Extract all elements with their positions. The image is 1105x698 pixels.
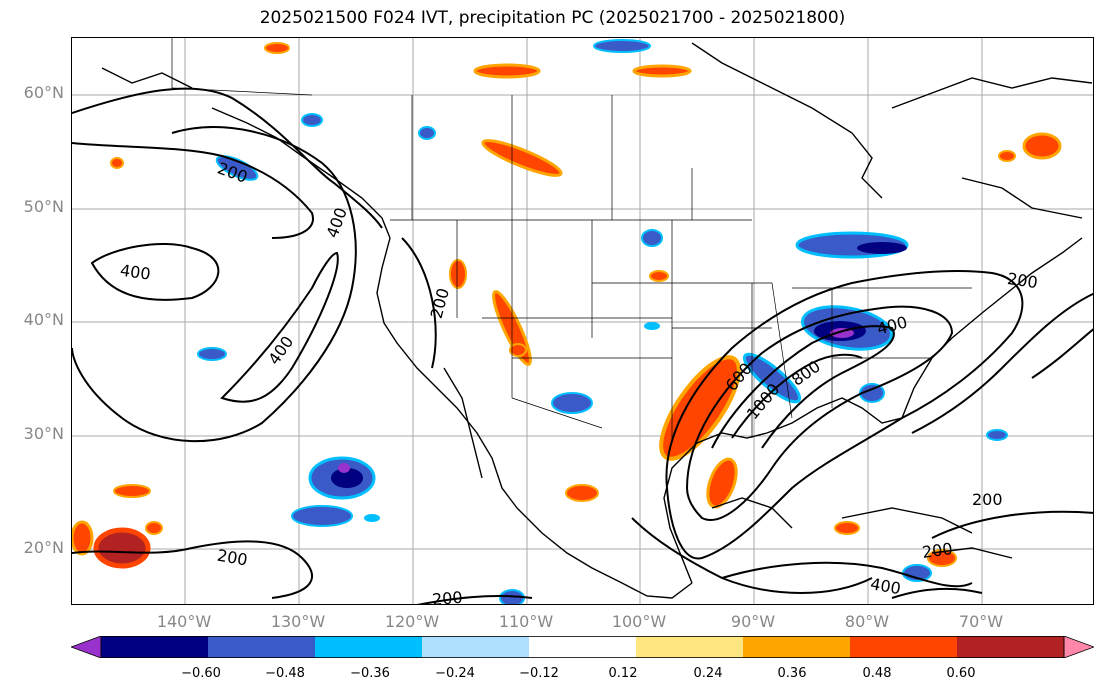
- precip-positive-patch: [449, 259, 467, 289]
- colorbar-outline: [100, 636, 1065, 658]
- contour-label: 200: [921, 539, 954, 562]
- colorbar-label: −0.60: [181, 666, 221, 681]
- colorbar-cell: [850, 636, 957, 658]
- colorbar-cell: [101, 636, 208, 658]
- lat-label-60n: 60°N: [23, 83, 64, 102]
- colorbar-label: −0.12: [519, 666, 559, 681]
- precip-positive-patch: [649, 270, 669, 282]
- precip-positive-patch: [473, 63, 541, 79]
- contour-label: 200: [972, 490, 1003, 509]
- graticule: [72, 38, 1093, 604]
- lon-label-120w: 120°W: [384, 612, 440, 631]
- contour-label: 400: [264, 332, 297, 368]
- colorbar-cell: [422, 636, 529, 658]
- lat-label-30n: 30°N: [23, 424, 64, 443]
- precip-negative-patch: [593, 39, 651, 53]
- precip-positive-patch: [834, 521, 860, 535]
- lon-label-140w: 140°W: [156, 612, 212, 631]
- precip-negative-patch: [418, 126, 436, 140]
- colorbar-cell: [636, 636, 743, 658]
- lat-label-50n: 50°N: [23, 197, 64, 216]
- precip-negative-patch: [857, 242, 907, 254]
- lon-label-110w: 110°W: [498, 612, 554, 631]
- precip-positive-patch: [565, 484, 599, 502]
- precip-positive-patch: [72, 520, 94, 556]
- precip-negative-patch: [331, 468, 363, 488]
- colorbar-label: −0.24: [435, 666, 475, 681]
- precip-negative-patch: [644, 322, 660, 330]
- precip-negative-patch: [641, 229, 663, 247]
- precip-positive-patch: [659, 355, 741, 461]
- precip-negative-patch: [301, 113, 323, 127]
- precip-positive-patch: [1022, 132, 1062, 160]
- precip-positive-patch: [264, 42, 290, 54]
- chart-title: 2025021500 F024 IVT, precipitation PC (2…: [259, 8, 846, 28]
- colorbar-cell: [743, 636, 850, 658]
- colorbar-label: 0.60: [946, 666, 976, 681]
- colorbar-label: 0.24: [693, 666, 723, 681]
- precip-negative-patch: [291, 505, 353, 527]
- contour-label: 400: [875, 312, 909, 338]
- precip-positive-patch: [706, 457, 738, 509]
- coastlines: [101, 42, 1093, 599]
- lat-label-20n: 20°N: [23, 538, 64, 557]
- lon-label-80w: 80°W: [844, 612, 890, 631]
- colorbar-label: 0.12: [608, 666, 638, 681]
- lon-label-130w: 130°W: [270, 612, 326, 631]
- precip-negative-patch: [742, 352, 802, 404]
- map-panel: 200 400 200 400 400 200 600 1000 800 400…: [71, 37, 1094, 605]
- colorbar-cell: [315, 636, 422, 658]
- precip-positive-patch: [113, 484, 151, 498]
- map-svg: 200 400 200 400 400 200 600 1000 800 400…: [72, 38, 1093, 605]
- precip-positive-patch: [145, 521, 163, 535]
- political-borders: [171, 38, 972, 438]
- precip-positive-patch: [927, 549, 957, 567]
- contour-label: 400: [323, 205, 351, 240]
- contour-label: 200: [431, 588, 463, 605]
- colorbar-cells: [71, 636, 1094, 658]
- precip-negative-patch: [197, 347, 227, 361]
- colorbar-cell: [957, 636, 1064, 658]
- contour-label: 200: [216, 546, 249, 570]
- contour-label: 400: [869, 574, 902, 598]
- precip-negative-patch: [986, 429, 1008, 441]
- contour-label: 200: [1006, 269, 1039, 292]
- precip-positive-patch: [632, 64, 692, 78]
- precip-negative-patch: [364, 514, 380, 522]
- precip-positive-patch: [481, 139, 563, 177]
- colorbar-cell: [529, 636, 636, 658]
- contour-label: 400: [119, 261, 152, 284]
- colorbar-label: −0.36: [350, 666, 390, 681]
- colorbar-extend-high: [1063, 636, 1094, 658]
- precip-positive-patch: [110, 157, 124, 169]
- lat-label-40n: 40°N: [23, 310, 64, 329]
- colorbar: [71, 636, 1094, 658]
- ivt-contours: [72, 87, 1093, 604]
- colorbar-label: 0.36: [777, 666, 807, 681]
- precip-positive-patch: [998, 150, 1016, 162]
- precip-negative-patch: [215, 155, 259, 181]
- precip-positive-patch: [93, 527, 151, 569]
- lon-label-70w: 70°W: [958, 612, 1004, 631]
- precip-positive-patch: [509, 343, 527, 357]
- precip-negative-patch: [551, 392, 593, 414]
- colorbar-label: −0.48: [265, 666, 305, 681]
- colorbar-extend-low: [71, 636, 102, 658]
- colorbar-cell: [208, 636, 315, 658]
- lon-label-90w: 90°W: [730, 612, 776, 631]
- precip-negative-patch: [338, 463, 350, 473]
- lon-label-100w: 100°W: [611, 612, 667, 631]
- colorbar-label: 0.48: [862, 666, 892, 681]
